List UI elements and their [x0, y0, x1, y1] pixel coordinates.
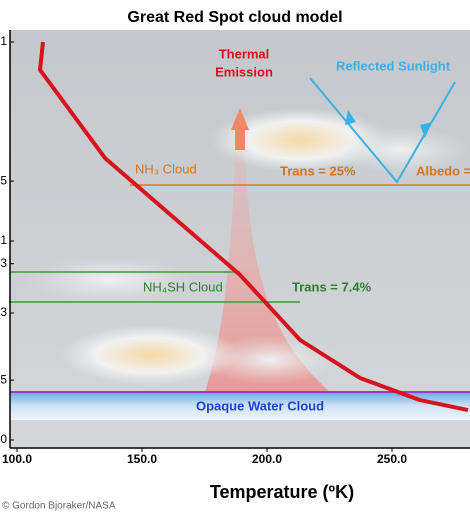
cloud	[25, 256, 195, 304]
x-axis-label: Temperature (ºK)	[210, 482, 354, 502]
cloud	[330, 126, 470, 174]
annotation: Albedo =	[416, 163, 470, 178]
y-tick-label: 3	[0, 305, 7, 319]
y-tick-label: 1	[0, 34, 7, 48]
emission-arrow	[231, 108, 249, 150]
credit: © Gordon Bjoraker/NASA	[2, 501, 116, 512]
y-tick-label: 0	[0, 432, 7, 446]
x-tick-label: 150.0	[127, 452, 157, 466]
y-tick-label: 1	[0, 233, 7, 247]
x-tick-label: 100.0	[2, 452, 32, 466]
annotation: Trans = 7.4%	[292, 279, 372, 294]
annotation: Reflected Sunlight	[336, 58, 451, 73]
cloud	[60, 325, 240, 385]
cloud	[200, 336, 340, 384]
y-tick-label: 5	[0, 372, 7, 386]
temperature-profile	[38, 41, 469, 412]
emission-plume	[205, 130, 330, 392]
annotation: NH₃ Cloud	[135, 161, 197, 176]
annotation: Opaque Water Cloud	[196, 398, 324, 413]
annotation: Trans = 25%	[280, 163, 356, 178]
water-cloud-band	[10, 392, 470, 420]
chart-title: Great Red Spot cloud model	[127, 9, 342, 26]
x-tick-label: 200.0	[252, 452, 282, 466]
sunlight-ray	[309, 77, 456, 184]
y-tick-label: 3	[0, 256, 7, 270]
annotation: Emission	[215, 64, 273, 79]
x-tick-label: 250.0	[377, 452, 407, 466]
annotation: NH₄SH Cloud	[143, 279, 223, 294]
annotation: Thermal	[219, 46, 270, 61]
y-tick-label: 5	[0, 173, 7, 187]
